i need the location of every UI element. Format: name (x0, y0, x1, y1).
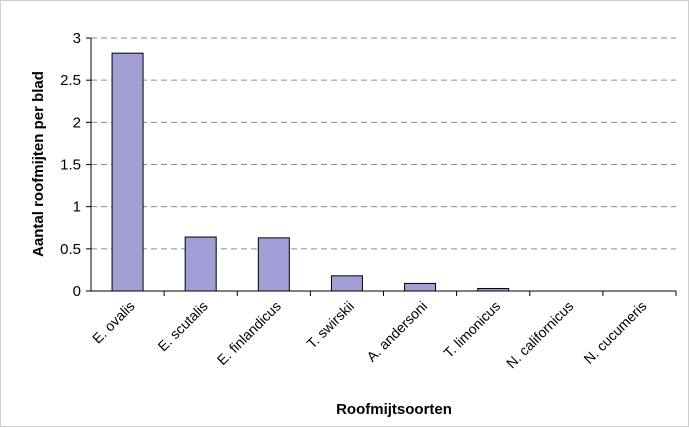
x-tick-label: N. cucumeris (580, 298, 649, 367)
x-tick-labels: E. ovalis E. scutalis E. finlandicus T. swi… (89, 298, 650, 371)
x-axis-title: Roofmijtsoorten (336, 401, 452, 418)
bar (257, 237, 290, 292)
y-tick-label: 2.5 (60, 72, 81, 89)
x-tick-label: T. swirskii (303, 298, 357, 352)
x-tick-label: E. ovalis (89, 298, 138, 347)
x-tick-label: A. andersoni (363, 298, 430, 365)
bar (404, 282, 437, 292)
bar (184, 236, 217, 292)
y-tick-label: 1.5 (60, 157, 81, 174)
bars (111, 52, 510, 292)
y-tick-label: 0.5 (60, 241, 81, 258)
grid-lines (91, 37, 676, 250)
axes (86, 37, 677, 296)
y-tick-label: 1 (73, 199, 81, 216)
x-tick-label: T. limonicus (440, 298, 503, 361)
y-tick-labels: 0 0.5 1 1.5 2 2.5 3 (60, 30, 81, 300)
bar (111, 52, 144, 292)
x-tick-label: E. scutalis (154, 298, 210, 354)
y-tick-label: 2 (73, 114, 81, 131)
bar (330, 275, 363, 292)
y-tick-label: 3 (73, 30, 81, 47)
y-tick-label: 0 (73, 283, 81, 300)
x-tick-label: N. californicus (503, 298, 576, 371)
x-tick-label: E. finlandicus (214, 298, 284, 368)
y-axis-title: Aantal roofmijten per blad (30, 71, 47, 257)
